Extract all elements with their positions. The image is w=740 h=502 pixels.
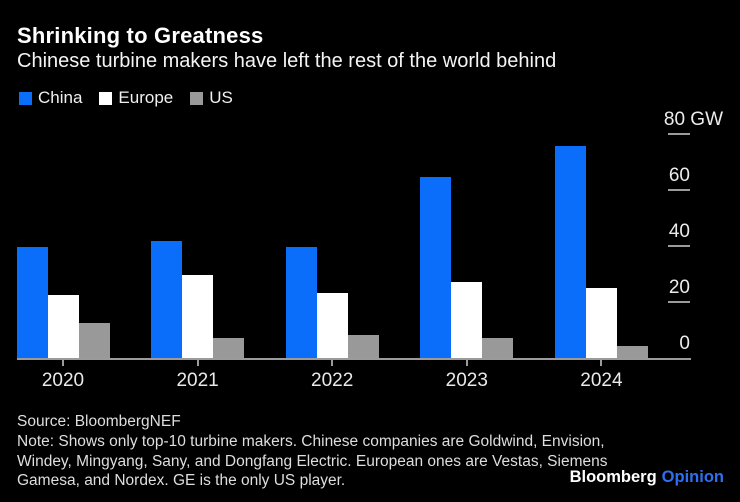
legend-label-us: US xyxy=(209,88,233,107)
bar-china-2022 xyxy=(285,247,317,359)
bar-us-2020 xyxy=(78,322,110,359)
y-axis-label-60: 60 xyxy=(668,165,690,186)
bar-china-2021 xyxy=(151,241,183,359)
bar-us-2022 xyxy=(347,335,379,359)
x-tick-2020 xyxy=(62,359,64,366)
chart-title: Shrinking to Greatness xyxy=(17,23,264,48)
bar-europe-2023 xyxy=(451,282,483,359)
x-tick-2021 xyxy=(196,359,199,366)
x-axis-label-2022: 2022 xyxy=(311,370,354,391)
bar-us-2021 xyxy=(213,338,245,359)
legend-item-us: US xyxy=(190,88,233,107)
x-axis-label-2024: 2024 xyxy=(580,370,623,391)
legend-label-europe: Europe xyxy=(118,88,174,107)
legend-swatch-china-icon xyxy=(19,91,32,105)
x-axis-line xyxy=(16,357,691,360)
bar-europe-2021 xyxy=(182,275,214,359)
bar-china-2020 xyxy=(16,247,48,359)
legend-item-europe: Europe xyxy=(99,88,174,107)
x-tick-2024 xyxy=(600,359,603,366)
legend-label-china: China xyxy=(38,88,83,107)
bar-us-2024 xyxy=(616,346,648,359)
opinion-wordmark: Opinion xyxy=(661,468,724,486)
y-axis-label-0: 0 xyxy=(679,333,690,354)
bloomberg-opinion-logo: Bloomberg Opinion xyxy=(570,468,724,487)
bloomberg-wordmark: Bloomberg xyxy=(569,468,657,486)
x-axis-label-2023: 2023 xyxy=(445,370,488,391)
x-axis-label-2020: 2020 xyxy=(41,370,85,391)
legend-swatch-us-icon xyxy=(190,91,204,105)
y-axis-label-80-gw: 80 GW xyxy=(663,109,723,130)
y-tick-dash-20 xyxy=(668,301,690,303)
x-tick-2023 xyxy=(465,359,468,366)
source-note: Source: BloombergNEF xyxy=(17,413,181,430)
y-axis-label-40: 40 xyxy=(668,221,690,242)
y-axis-label-20: 20 xyxy=(668,277,690,298)
bar-us-2023 xyxy=(482,338,514,359)
bar-europe-2022 xyxy=(316,293,348,359)
chart-subtitle: Chinese turbine makers have left the res… xyxy=(17,50,557,72)
x-tick-2022 xyxy=(331,359,334,366)
y-tick-dash-60 xyxy=(668,189,690,191)
bar-china-2024 xyxy=(554,146,586,359)
y-tick-dash-40 xyxy=(668,245,690,247)
legend-swatch-europe-icon xyxy=(99,91,113,105)
methodology-note: Note: Shows only top-10 turbine makers. … xyxy=(17,433,608,489)
bar-china-2023 xyxy=(420,177,452,359)
y-tick-dash-80 xyxy=(668,133,690,135)
chart-legend: China Europe US xyxy=(19,88,233,107)
bar-europe-2024 xyxy=(585,287,617,359)
legend-item-china: China xyxy=(19,88,83,107)
x-axis-label-2021: 2021 xyxy=(176,370,219,391)
bar-europe-2020 xyxy=(47,294,79,359)
